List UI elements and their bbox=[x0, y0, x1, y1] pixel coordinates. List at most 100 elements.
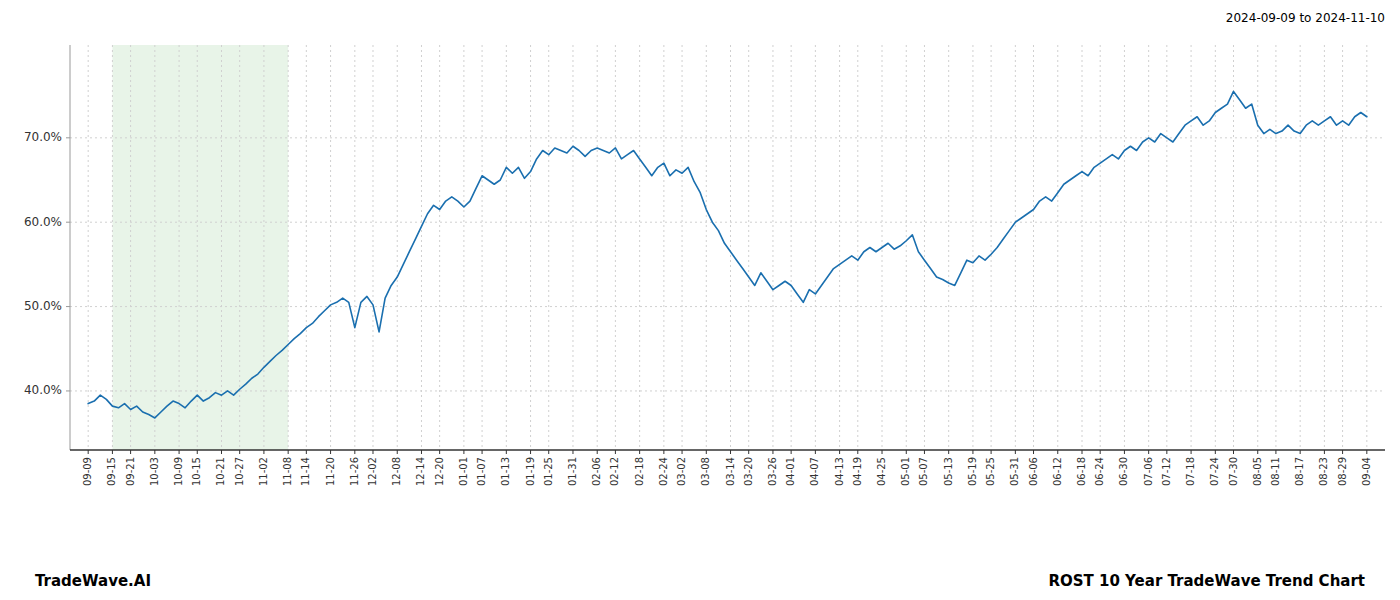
x-tick-label: 03-02 bbox=[676, 457, 687, 486]
x-tick-label: 08-05 bbox=[1252, 457, 1263, 486]
x-tick-label: 05-19 bbox=[967, 457, 978, 486]
grid-line-x bbox=[748, 45, 749, 450]
x-tick-label: 05-31 bbox=[1009, 457, 1020, 486]
x-tick bbox=[421, 450, 422, 454]
x-tick-label: 10-15 bbox=[191, 457, 202, 486]
grid-line-x bbox=[924, 45, 925, 450]
grid-line-x bbox=[179, 45, 180, 450]
x-tick bbox=[906, 450, 907, 454]
x-tick-label: 02-12 bbox=[609, 457, 620, 486]
x-tick-label: 06-18 bbox=[1076, 457, 1087, 486]
x-tick bbox=[439, 450, 440, 454]
x-tick-label: 07-24 bbox=[1209, 457, 1220, 486]
x-tick bbox=[1057, 450, 1058, 454]
x-tick bbox=[597, 450, 598, 454]
grid-line-x bbox=[706, 45, 707, 450]
grid-line-x bbox=[263, 45, 264, 450]
x-tick bbox=[1191, 450, 1192, 454]
x-tick bbox=[306, 450, 307, 454]
grid-line-x bbox=[663, 45, 664, 450]
grid-line-x bbox=[1275, 45, 1276, 450]
x-tick bbox=[972, 450, 973, 454]
x-tick bbox=[1324, 450, 1325, 454]
x-tick-label: 06-30 bbox=[1118, 457, 1129, 486]
x-tick-label: 11-20 bbox=[325, 457, 336, 486]
y-axis-line bbox=[70, 45, 71, 450]
x-tick-label: 07-18 bbox=[1185, 457, 1196, 486]
grid-line-x bbox=[397, 45, 398, 450]
x-tick-label: 03-14 bbox=[725, 457, 736, 486]
x-tick-label: 09-21 bbox=[125, 457, 136, 486]
x-tick-label: 04-13 bbox=[834, 457, 845, 486]
x-tick-label: 10-03 bbox=[149, 457, 160, 486]
x-tick bbox=[112, 450, 113, 454]
x-tick bbox=[706, 450, 707, 454]
x-tick bbox=[1015, 450, 1016, 454]
grid-line-x bbox=[197, 45, 198, 450]
grid-line-x bbox=[1148, 45, 1149, 450]
x-tick bbox=[1148, 450, 1149, 454]
x-tick bbox=[572, 450, 573, 454]
y-tick bbox=[66, 390, 70, 391]
y-tick-label: 70.0% bbox=[24, 130, 62, 144]
x-tick-label: 11-02 bbox=[258, 457, 269, 486]
grid-line-x bbox=[1015, 45, 1016, 450]
x-tick bbox=[791, 450, 792, 454]
x-tick bbox=[548, 450, 549, 454]
x-tick bbox=[179, 450, 180, 454]
grid-line-x bbox=[1324, 45, 1325, 450]
chart: 40.0%50.0%60.0%70.0%09-0909-1509-2110-03… bbox=[0, 0, 1400, 600]
grid-line-x bbox=[463, 45, 464, 450]
footer-annotation: ROST 10 Year TradeWave Trend Chart bbox=[1048, 572, 1365, 590]
grid-line-x bbox=[1366, 45, 1367, 450]
grid-line-x bbox=[288, 45, 289, 450]
x-tick-label: 01-13 bbox=[500, 457, 511, 486]
x-tick bbox=[263, 450, 264, 454]
x-tick bbox=[130, 450, 131, 454]
x-tick bbox=[1366, 450, 1367, 454]
x-tick bbox=[1300, 450, 1301, 454]
x-tick-label: 08-11 bbox=[1270, 457, 1281, 486]
x-tick-label: 05-25 bbox=[985, 457, 996, 486]
x-tick-label: 09-09 bbox=[82, 457, 93, 486]
x-tick bbox=[506, 450, 507, 454]
highlight-span bbox=[112, 45, 288, 450]
x-tick-label: 04-19 bbox=[852, 457, 863, 486]
x-tick bbox=[924, 450, 925, 454]
x-tick-label: 04-07 bbox=[809, 457, 820, 486]
x-tick bbox=[991, 450, 992, 454]
grid-line-x bbox=[1300, 45, 1301, 450]
grid-line-x bbox=[506, 45, 507, 450]
x-tick-label: 01-07 bbox=[476, 457, 487, 486]
grid-line-x bbox=[130, 45, 131, 450]
x-tick-label: 10-27 bbox=[234, 457, 245, 486]
grid-line-x bbox=[439, 45, 440, 450]
grid-line-x bbox=[1191, 45, 1192, 450]
x-tick-label: 12-08 bbox=[391, 457, 402, 486]
x-tick bbox=[1257, 450, 1258, 454]
x-tick bbox=[730, 450, 731, 454]
grid-line-x bbox=[772, 45, 773, 450]
subtitle: 2024-09-09 to 2024-11-10 bbox=[1226, 11, 1385, 25]
grid-line-x bbox=[906, 45, 907, 450]
x-tick bbox=[839, 450, 840, 454]
x-tick bbox=[288, 450, 289, 454]
x-tick-label: 02-06 bbox=[591, 457, 602, 486]
x-tick bbox=[682, 450, 683, 454]
x-tick-label: 02-24 bbox=[658, 457, 669, 486]
footer-annotation: TradeWave.AI bbox=[35, 572, 151, 590]
x-tick bbox=[857, 450, 858, 454]
grid-line-x bbox=[221, 45, 222, 450]
x-tick bbox=[463, 450, 464, 454]
x-tick bbox=[882, 450, 883, 454]
grid-line-x bbox=[839, 45, 840, 450]
grid-line-x bbox=[791, 45, 792, 450]
grid-line-x bbox=[597, 45, 598, 450]
x-tick-label: 08-23 bbox=[1318, 457, 1329, 486]
line bbox=[88, 91, 1367, 418]
grid-line-x bbox=[1342, 45, 1343, 450]
grid-line-x bbox=[1215, 45, 1216, 450]
x-tick-label: 12-20 bbox=[434, 457, 445, 486]
grid-line-x bbox=[330, 45, 331, 450]
grid-line-x bbox=[1166, 45, 1167, 450]
